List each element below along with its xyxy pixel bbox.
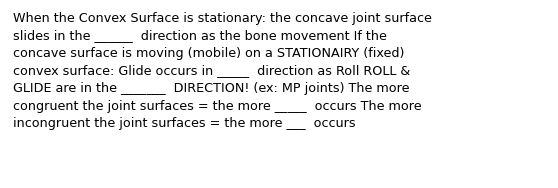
Text: When the Convex Surface is stationary: the concave joint surface
slides in the _: When the Convex Surface is stationary: t… <box>13 12 432 130</box>
